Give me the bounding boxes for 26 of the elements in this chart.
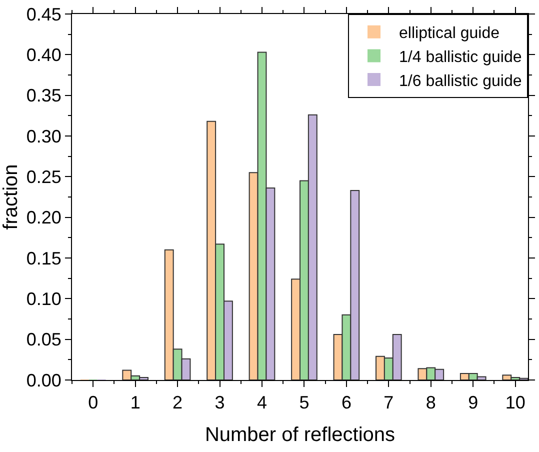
y-tick-label: 0.00: [26, 370, 62, 390]
y-tick-label: 0.05: [26, 330, 62, 350]
y-tick-label: 0.35: [26, 86, 62, 106]
y-tick-label: 0.45: [26, 4, 62, 24]
x-tick-label: 6: [341, 392, 352, 413]
x-tick-label: 2: [172, 392, 183, 413]
x-tick-label: 3: [214, 392, 225, 413]
x-tick-label: 8: [426, 392, 436, 413]
x-tick-label: 0: [88, 392, 98, 413]
legend-label: elliptical guide: [399, 25, 500, 42]
x-tick-label: 5: [299, 392, 310, 413]
x-tick-label: 9: [468, 392, 478, 413]
y-tick-label: 0.15: [26, 248, 62, 268]
y-tick-label: 0.30: [26, 126, 62, 146]
y-tick-label: 0.20: [26, 208, 62, 228]
x-tick-label: 1: [130, 392, 140, 413]
x-axis-title: Number of reflections: [204, 424, 396, 446]
legend-label: 1/6 ballistic guide: [399, 72, 522, 90]
y-tick-label: 0.25: [26, 166, 62, 187]
legend-label: 1/4 ballistic guide: [399, 48, 522, 66]
y-tick-label: 0.40: [26, 44, 62, 65]
y-tick-label: 0.10: [26, 288, 62, 309]
x-tick-label: 4: [256, 392, 268, 413]
y-axis-title: fraction: [0, 164, 22, 230]
x-tick-label: 7: [384, 392, 394, 413]
x-tick-label: 10: [505, 392, 526, 413]
